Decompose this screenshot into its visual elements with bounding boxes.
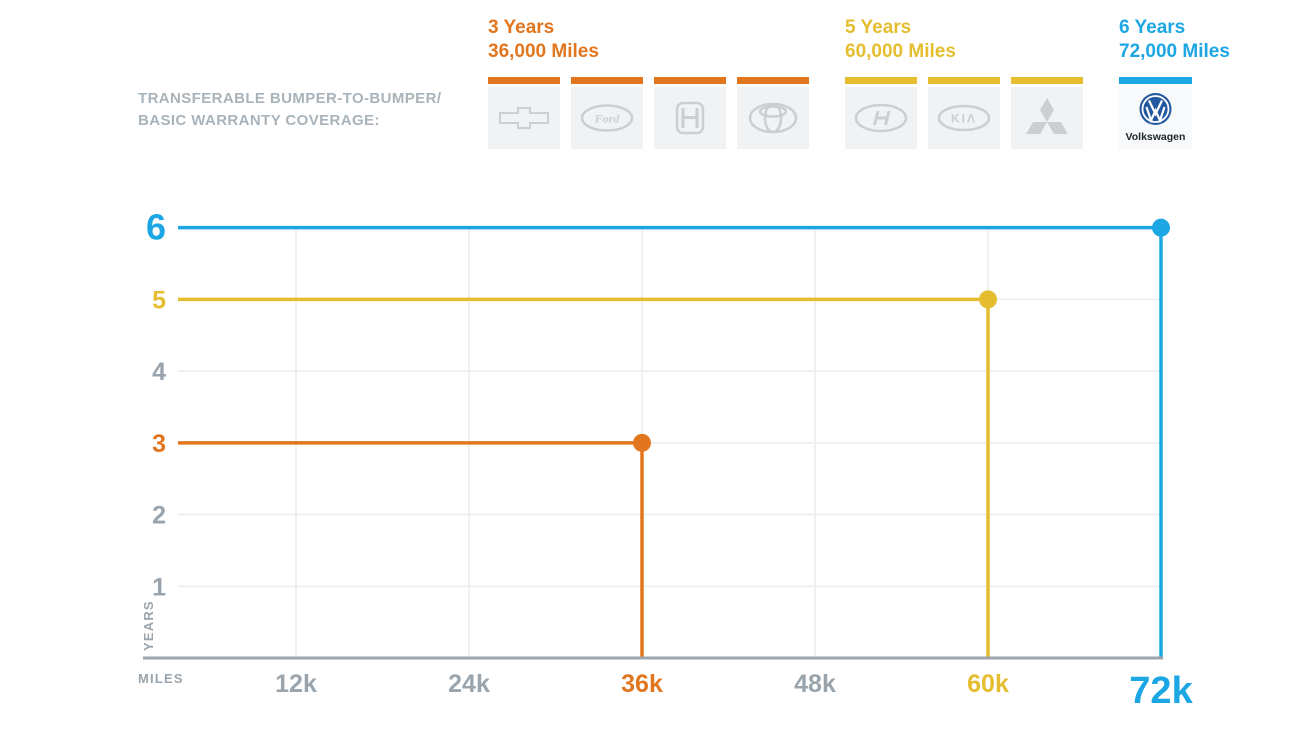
svg-text:KIΛ: KIΛ: [951, 112, 977, 126]
tile-color-bar: [1119, 77, 1192, 84]
toyota-logo-icon: [748, 102, 798, 134]
volkswagen-logo-icon: Volkswagen: [1126, 93, 1186, 143]
brand-tile-honda: [654, 77, 726, 149]
ford-logo-icon: Ford: [580, 104, 634, 132]
group-label-3-years: 3 Years 36,000 Miles: [488, 16, 599, 64]
series-dot-yellow: [979, 290, 997, 309]
tile-color-bar: [845, 77, 917, 84]
x-tick-label-60k: 60k: [967, 670, 1009, 698]
y-tick-label-2: 2: [152, 502, 166, 530]
y-tick-label-1: 1: [152, 573, 166, 601]
tile-color-bar: [928, 77, 1000, 84]
y-tick-label-6: 6: [146, 207, 166, 248]
brand-tile-toyota: [737, 77, 809, 149]
group-years-label: 3 Years: [488, 17, 555, 38]
group-miles-label: 60,000 Miles: [845, 41, 956, 62]
x-tick-label-36k: 36k: [621, 670, 663, 698]
caption-line-1: TRANSFERABLE BUMPER-TO-BUMPER/: [138, 90, 442, 107]
brand-tile-mitsubishi: [1011, 77, 1083, 149]
group-miles-label: 36,000 Miles: [488, 41, 599, 62]
honda-logo-icon: [675, 101, 705, 135]
brand-tile-chevrolet: [488, 77, 560, 149]
brand-tile-kia: KIΛ: [928, 77, 1000, 149]
hyundai-logo-icon: [854, 103, 908, 133]
group-years-label: 6 Years: [1119, 17, 1186, 38]
x-tick-label-12k: 12k: [275, 670, 317, 698]
x-tick-label-48k: 48k: [794, 670, 836, 698]
group-miles-label: 72,000 Miles: [1119, 41, 1230, 62]
chart-caption: TRANSFERABLE BUMPER-TO-BUMPER/ BASIC WAR…: [138, 88, 441, 132]
x-tick-label-24k: 24k: [448, 670, 490, 698]
brand-tile-volkswagen: Volkswagen: [1119, 77, 1192, 149]
kia-logo-icon: KIΛ: [937, 104, 991, 132]
svg-text:Ford: Ford: [594, 112, 621, 126]
brand-tile-hyundai: [845, 77, 917, 149]
group-label-6-years: 6 Years 72,000 Miles: [1119, 16, 1230, 64]
group-years-label: 5 Years: [845, 17, 912, 38]
chevrolet-logo-icon: [499, 107, 549, 129]
tile-color-bar: [488, 77, 560, 84]
y-tick-label-4: 4: [152, 358, 166, 386]
tile-color-bar: [1011, 77, 1083, 84]
series-dot-blue: [1152, 218, 1170, 237]
caption-line-2: BASIC WARRANTY COVERAGE:: [138, 112, 380, 129]
group-label-5-years: 5 Years 60,000 Miles: [845, 16, 956, 64]
tile-color-bar: [737, 77, 809, 84]
brand-tile-ford: Ford: [571, 77, 643, 149]
mitsubishi-logo-icon: [1026, 98, 1068, 135]
tile-color-bar: [571, 77, 643, 84]
tile-color-bar: [654, 77, 726, 84]
vw-tile-label: Volkswagen: [1126, 131, 1186, 143]
y-tick-label-3: 3: [152, 430, 166, 458]
x-tick-label-72k: 72k: [1129, 670, 1193, 712]
series-dot-orange: [633, 433, 651, 452]
y-axis-title: YEARS: [141, 600, 156, 651]
y-tick-label-5: 5: [152, 286, 166, 314]
x-axis-title: MILES: [138, 671, 184, 686]
